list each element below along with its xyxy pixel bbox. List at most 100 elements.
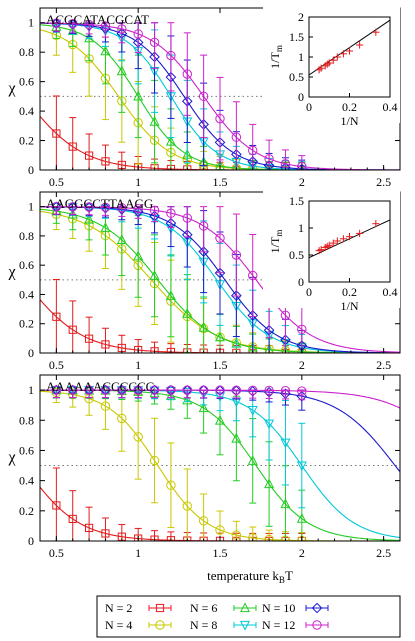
x-tick-label: 1.5 [213,546,228,560]
data-point [101,340,110,349]
data-point [166,385,176,395]
data-point [198,321,209,332]
data-point [232,162,241,170]
data-point [297,386,307,396]
sequence-label: ACGCATACGCAT [46,12,149,27]
data-point [133,386,144,397]
data-point [52,129,61,138]
data-point [198,246,209,257]
legend-item-N12: N = 12 [262,618,329,632]
data-point [84,213,95,224]
y-axis-label: χ [7,80,16,97]
data-point [84,203,95,214]
data-point [231,432,242,443]
data-point [133,250,144,261]
inset-y-tick-label: 1.5 [289,30,304,44]
data-point [248,385,258,396]
data-point [116,386,127,396]
inset-point [356,229,364,237]
data-point [134,345,143,353]
inset-x-label: 1/N [341,299,359,313]
inset-x-tick-label: 0.4 [383,100,398,114]
data-point [264,154,274,164]
data-point [247,310,259,321]
data-point [100,45,111,56]
inset-point [333,53,341,61]
legend-label: N = 8 [190,618,217,632]
inset-point [372,28,380,36]
x-tick-label: 1 [135,546,141,560]
data-point [264,534,274,541]
inset-y-tick-label: 0.5 [289,70,304,84]
y-tick-label: 1 [28,16,34,30]
inset-y-tick-label: 0 [298,90,304,104]
x-tick-label: 0.5 [49,175,64,189]
data-point [166,347,176,353]
data-point [149,385,160,395]
x-tick-label: 0.5 [49,358,64,372]
data-point [117,24,127,34]
inset-y-label-sub: m [274,230,284,237]
plot-area [40,201,400,353]
data-point [149,386,160,397]
data-point [296,512,307,523]
data-point [182,307,193,318]
data-point [280,310,291,321]
data-point [67,203,78,213]
y-tick-label: 0.2 [19,317,34,331]
data-point [117,203,127,213]
legend-marker [155,603,165,613]
x-tick-label: 2.5 [376,358,391,372]
data-point [100,386,111,396]
data-point [166,480,176,490]
data-point [231,290,242,301]
data-point [280,386,291,396]
data-point [51,202,62,213]
data-point [264,344,274,353]
y-tick-label: 1 [28,200,34,214]
plot-area [40,18,400,170]
data-point [296,461,307,472]
data-point [51,18,62,28]
data-point [101,529,110,538]
legend-label: N = 12 [262,618,295,632]
data-point [214,267,226,279]
sequence-label: AAGGCCTTAAGG [46,196,153,211]
inset-y-tick-label: 2 [298,10,304,24]
data-point [182,69,192,79]
data-point [215,233,225,243]
data-point [263,160,275,170]
x-label-sub: B [279,575,285,585]
y-tick-label: 0.8 [19,45,34,59]
x-tick-label: 2 [299,175,305,189]
series-N12 [40,202,400,353]
data-point [149,205,160,216]
data-point [181,229,193,241]
x-tick-label: 1 [135,175,141,189]
chart-panel-1: 00.20.40.60.810.5 1 1.5 2 2.5χACGCATACGCAT00… [7,7,401,189]
data-point [68,385,78,395]
data-point [280,438,291,449]
data-point [52,312,61,321]
data-point [166,50,176,61]
y-tick-label: 0 [28,346,34,360]
inset-chart: 0 0.5 1 1.5 0 0.2 0.4 1/N 1/Tm [263,191,400,313]
data-point [100,21,111,31]
y-axis-label: χ [7,264,16,281]
inset-y-tick-label: 0.5 [289,248,304,262]
data-point [198,221,209,231]
x-tick-label: 2.5 [376,175,391,189]
data-point [281,345,290,353]
data-point [68,325,77,334]
legend-marker [311,602,323,614]
data-point [68,19,78,29]
data-point [247,455,258,465]
y-tick-label: 0.6 [19,443,34,457]
data-point [198,91,209,102]
y-tick-label: 0.6 [19,75,34,89]
legend-label: N = 2 [105,601,132,615]
y-tick-label: 0 [28,163,34,177]
data-point [117,413,127,424]
data-point [100,222,111,232]
